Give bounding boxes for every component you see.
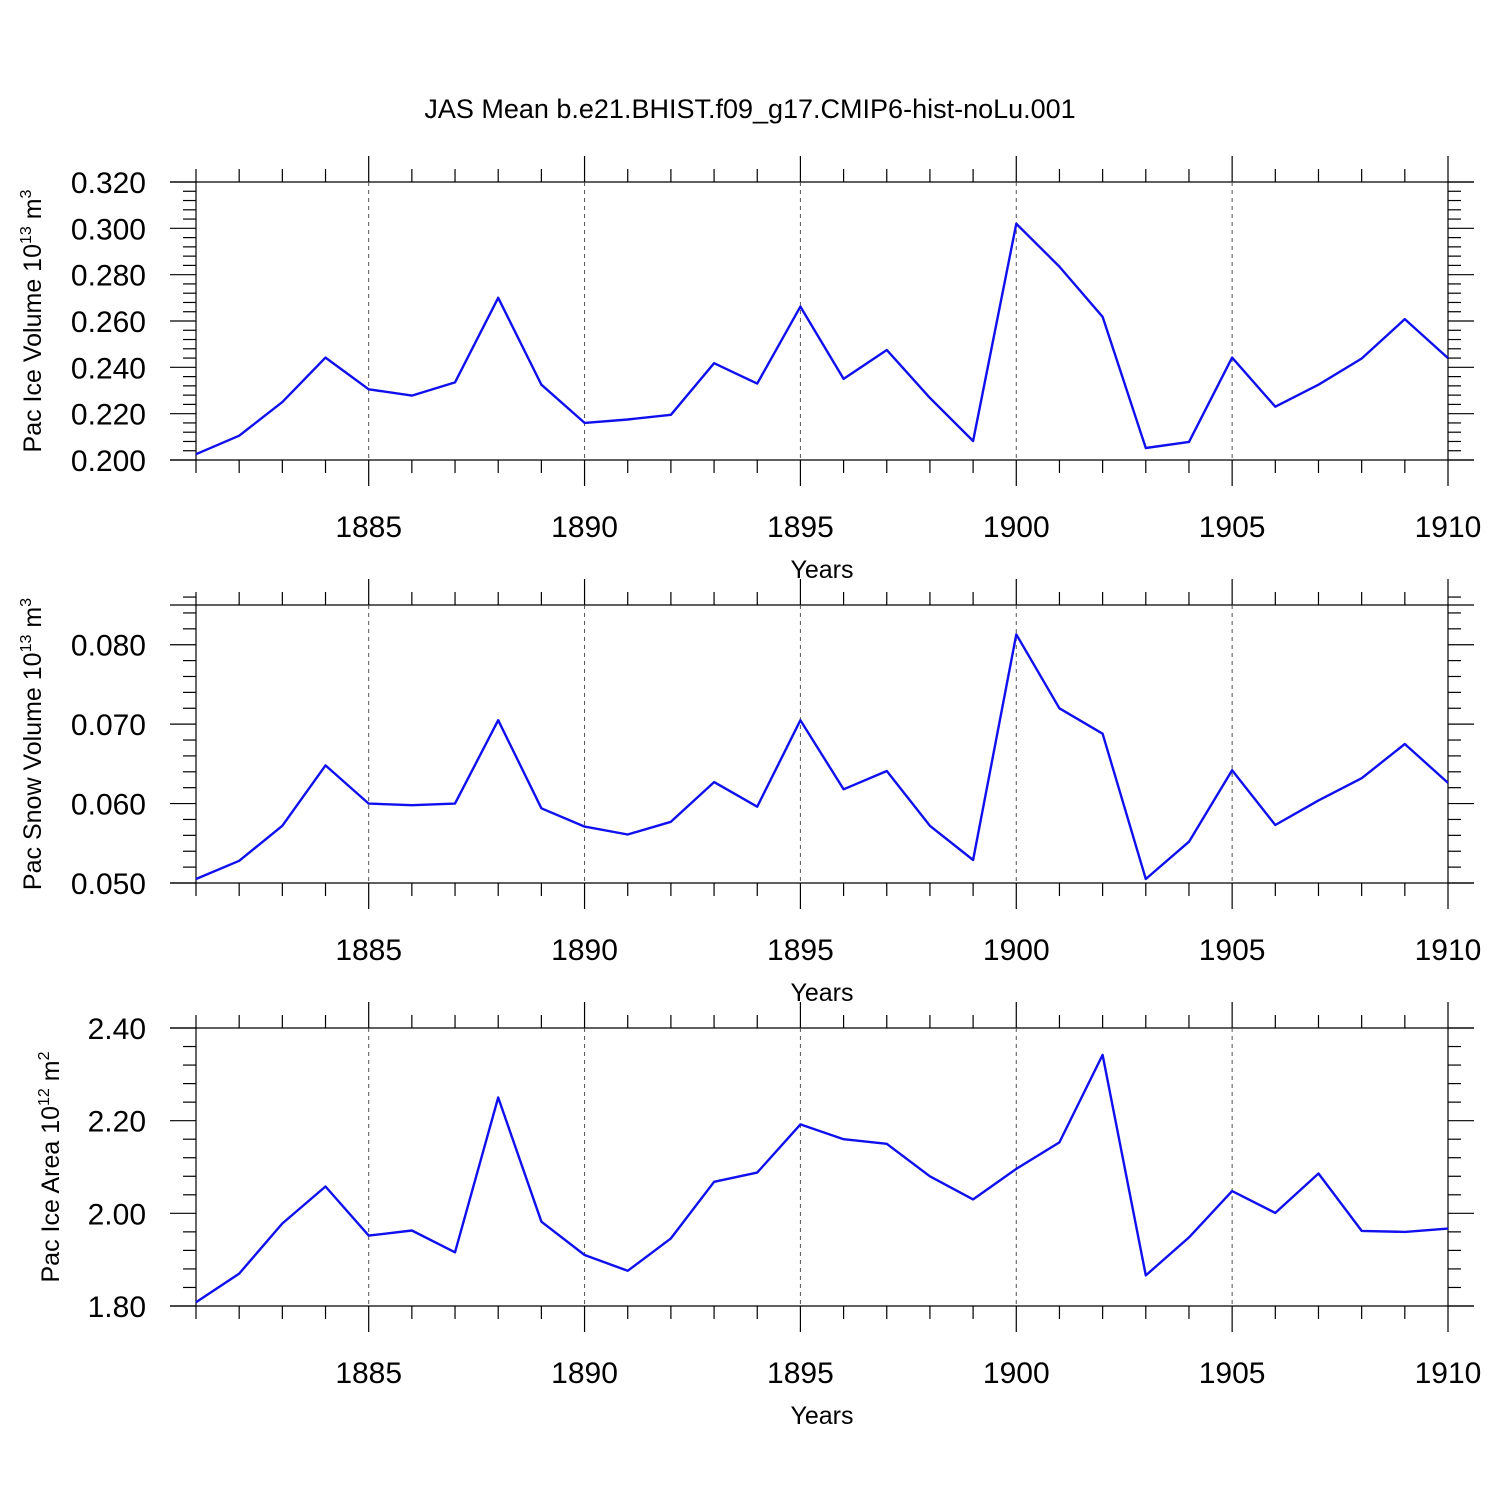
x-tick-label: 1885 xyxy=(335,934,402,967)
x-tick-label: 1905 xyxy=(1199,934,1266,967)
x-tick-label: 1900 xyxy=(983,511,1050,544)
chart-panel-1: 1885 1890 1895 1900 1905 1910Years0.2000.2200… xyxy=(18,156,1481,584)
x-tick-label: 1910 xyxy=(1415,934,1482,967)
series-line xyxy=(195,1053,1449,1304)
x-tick-label: 1885 xyxy=(335,511,402,544)
x-axis-label: Years xyxy=(790,1402,853,1430)
y-tick-label: 0.240 xyxy=(71,352,146,385)
y-tick-label: 0.280 xyxy=(71,260,146,293)
series-line xyxy=(195,633,1449,881)
chart-panel-2: 1885 1890 1895 1900 1905 1910Years0.0500.0600… xyxy=(18,579,1481,1007)
y-axis-label: Pac Ice Volume 1013 m3 xyxy=(18,189,47,452)
y-tick-label: 0.050 xyxy=(71,868,146,901)
chart-title: JAS Mean b.e21.BHIST.f09_g17.CMIP6-hist-… xyxy=(424,94,1075,124)
series-line xyxy=(195,222,1449,456)
y-tick-label: 2.00 xyxy=(88,1198,146,1231)
x-tick-label: 1900 xyxy=(983,934,1050,967)
y-tick-label: 2.40 xyxy=(88,1013,146,1046)
x-tick-label: 1910 xyxy=(1415,511,1482,544)
y-tick-label: 0.080 xyxy=(71,630,146,663)
x-tick-label: 1885 xyxy=(335,1357,402,1390)
y-tick-label: 2.20 xyxy=(88,1106,146,1139)
x-tick-label: 1895 xyxy=(767,934,834,967)
y-tick-label: 0.070 xyxy=(71,709,146,742)
x-tick-label: 1895 xyxy=(767,1357,834,1390)
x-tick-label: 1895 xyxy=(767,511,834,544)
x-tick-label: 1900 xyxy=(983,1357,1050,1390)
x-tick-label: 1910 xyxy=(1415,1357,1482,1390)
y-tick-label: 0.300 xyxy=(71,213,146,246)
x-tick-label: 1905 xyxy=(1199,511,1266,544)
y-axis-label: Pac Ice Area 1012 m2 xyxy=(36,1051,65,1282)
x-tick-label: 1890 xyxy=(551,934,618,967)
y-tick-label: 0.060 xyxy=(71,789,146,822)
y-tick-label: 0.320 xyxy=(71,167,146,200)
x-tick-label: 1890 xyxy=(551,1357,618,1390)
y-tick-label: 0.200 xyxy=(71,445,146,478)
x-tick-label: 1890 xyxy=(551,511,618,544)
y-tick-label: 1.80 xyxy=(88,1291,146,1324)
y-tick-label: 0.220 xyxy=(71,399,146,432)
y-axis-label: Pac Snow Volume 1013 m3 xyxy=(18,598,47,890)
y-tick-label: 0.260 xyxy=(71,306,146,339)
x-tick-label: 1905 xyxy=(1199,1357,1266,1390)
chart-panel-3: 1885 1890 1895 1900 1905 1910 Years 1.80 2.00 2.2… xyxy=(36,1002,1481,1430)
